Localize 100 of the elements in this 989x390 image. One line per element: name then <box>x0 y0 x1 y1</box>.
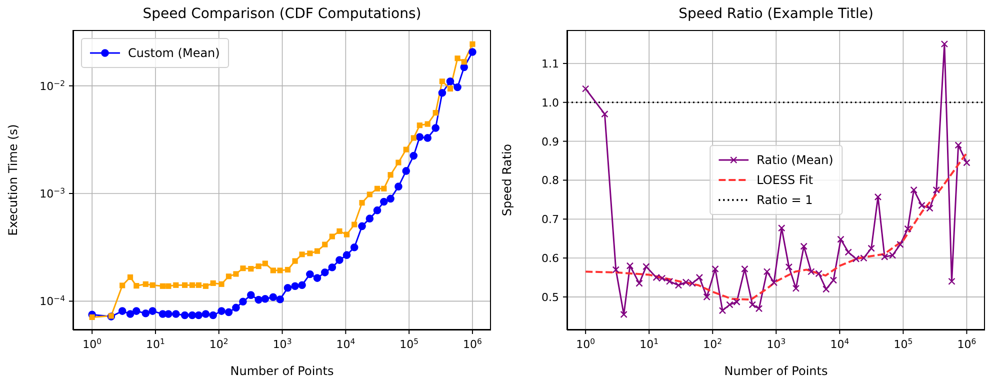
point <box>712 265 719 273</box>
point <box>439 78 445 84</box>
point <box>416 133 424 141</box>
point <box>269 293 278 302</box>
point <box>785 263 793 271</box>
point <box>284 284 292 292</box>
point <box>963 159 970 166</box>
point <box>424 134 432 142</box>
point <box>470 41 476 47</box>
x-tick-label: 10$^{4}$ <box>830 336 850 351</box>
point <box>410 152 418 160</box>
point <box>416 122 422 128</box>
x-tick-label: 10$^{6}$ <box>957 336 976 351</box>
point <box>270 268 276 274</box>
y-tick-label: 0.5 <box>542 290 559 304</box>
point <box>461 59 467 65</box>
y-axis-title: Execution Time (s) <box>6 124 20 236</box>
y-tick-label: 0.8 <box>542 174 559 188</box>
point <box>636 280 643 287</box>
y-tick-label: 0.9 <box>542 135 559 148</box>
point <box>342 251 351 259</box>
point <box>224 308 233 316</box>
point <box>218 281 224 287</box>
legend-label: Custom (Mean) <box>128 45 220 62</box>
x-axis-title: Number of Points <box>723 364 829 378</box>
x-tick-label: 10$^{2}$ <box>703 336 722 351</box>
point <box>189 282 196 288</box>
point <box>432 110 438 116</box>
point <box>160 283 166 289</box>
point <box>403 146 409 152</box>
point <box>350 243 358 252</box>
point <box>932 186 940 194</box>
y-tick-label: 1.0 <box>542 96 559 110</box>
point <box>313 274 322 282</box>
point <box>233 271 239 277</box>
point <box>164 310 172 318</box>
point <box>209 311 217 320</box>
point <box>336 228 342 234</box>
point <box>373 206 382 214</box>
point <box>202 283 209 289</box>
y-tick-label: 0.6 <box>542 252 559 266</box>
point <box>262 260 268 266</box>
x-axis-title: Number of Points <box>229 364 335 378</box>
point <box>196 282 202 288</box>
point <box>432 124 440 132</box>
point <box>299 252 305 258</box>
y-tick-label: 10$^{−3}$ <box>40 186 66 201</box>
point <box>254 296 262 304</box>
point <box>292 258 298 264</box>
point <box>896 240 904 248</box>
point <box>454 83 462 92</box>
y-tick-label: 10$^{−2}$ <box>40 78 66 93</box>
point <box>424 121 430 127</box>
point <box>239 298 247 306</box>
point <box>674 282 682 289</box>
x-tick-label: 10$^{5}$ <box>400 336 419 351</box>
point <box>359 200 365 206</box>
y-axis-title: Speed Ratio <box>500 144 514 216</box>
point <box>792 284 800 292</box>
point <box>344 232 350 238</box>
point <box>202 310 210 318</box>
point <box>778 224 786 232</box>
point <box>837 236 844 243</box>
point <box>926 204 934 212</box>
point <box>314 248 320 254</box>
point <box>172 310 180 318</box>
point <box>182 282 188 288</box>
point <box>386 194 394 203</box>
x-tick-label: 10$^{6}$ <box>463 336 482 351</box>
point <box>261 295 270 303</box>
point <box>904 225 912 232</box>
point <box>388 172 394 178</box>
point <box>256 263 262 270</box>
point <box>910 186 918 194</box>
x-tick-label: 10$^{0}$ <box>82 336 102 351</box>
point <box>800 242 808 250</box>
legend-label: LOESS Fit <box>756 172 814 189</box>
point <box>306 270 314 278</box>
point <box>276 295 284 304</box>
point <box>194 311 203 320</box>
point <box>844 248 852 256</box>
point <box>718 306 726 314</box>
point <box>328 263 336 272</box>
y-tick-label: 10$^{−4}$ <box>40 294 66 308</box>
point <box>755 305 763 312</box>
point <box>277 268 283 274</box>
point <box>352 222 358 228</box>
x-tick-label: 10$^{3}$ <box>272 336 292 351</box>
x-tick-label: 10$^{5}$ <box>894 336 913 351</box>
point <box>741 265 748 273</box>
point <box>284 266 291 273</box>
point <box>446 77 454 86</box>
point <box>248 266 254 272</box>
chart-title: Speed Ratio (Example Title) <box>678 6 874 22</box>
point <box>173 282 179 288</box>
point <box>336 256 344 264</box>
point <box>868 244 875 252</box>
point <box>380 198 388 206</box>
legend-label: Ratio (Mean) <box>756 152 834 169</box>
point <box>381 186 387 192</box>
